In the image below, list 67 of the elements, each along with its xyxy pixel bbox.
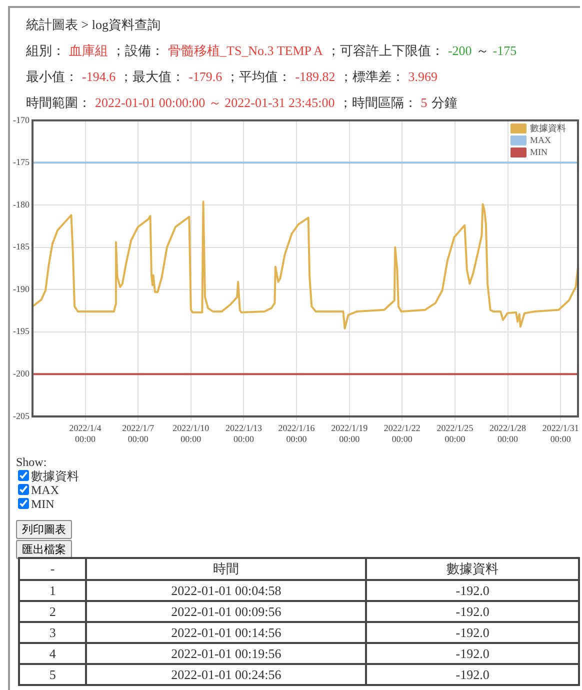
text: -175 <box>492 43 517 58</box>
text: 3.969 <box>408 69 438 84</box>
text: 分鐘 <box>431 95 458 110</box>
y-tick-label: -175 <box>12 157 30 168</box>
text: 5 <box>420 95 428 110</box>
text: 2022-01-01 00:04:58 <box>86 580 366 601</box>
text: ；最大值： <box>120 69 185 84</box>
text: 組別： <box>26 43 65 58</box>
text: 血庫組 <box>69 43 108 58</box>
text: ；設備： <box>112 43 164 58</box>
y-tick-label: -185 <box>12 242 30 252</box>
legend-label: MAX <box>530 134 552 145</box>
text: 2022-01-01 00:24:56 <box>86 664 366 685</box>
text: MAX <box>31 483 60 497</box>
text: - <box>19 558 86 580</box>
text: 骨髓移植_TS_No.3 TEMP A <box>168 43 323 58</box>
x-tick-label: 2022/1/4 00:00 <box>69 423 102 444</box>
text: 最小值： <box>26 69 78 84</box>
y-tick-label: -180 <box>12 199 30 210</box>
x-tick-label: 2022/1/13 00:00 <box>225 423 262 444</box>
y-tick-label: -200 <box>12 368 30 378</box>
text: ；可容許上下限值： <box>326 43 444 58</box>
text: 時間 <box>86 558 366 580</box>
text: 數據資料 <box>446 561 499 576</box>
x-tick-label: 2022/1/22 00:00 <box>384 423 420 444</box>
legend-label: 數據資料 <box>530 122 566 133</box>
text: 2022-01-01 00:19:56 <box>86 643 366 664</box>
x-tick-label: 2022/1/7 00:00 <box>122 423 155 444</box>
x-tick-label: 2022/1/25 00:00 <box>436 423 474 444</box>
text: ～ <box>476 43 489 58</box>
text: 1 <box>19 580 86 601</box>
text: 列印圖表 <box>16 520 72 539</box>
text: -192.0 <box>366 643 579 664</box>
text: 2022-01-01 00:14:56 <box>86 622 366 643</box>
text: 匯出檔案 <box>16 540 72 559</box>
text: -192.0 <box>366 664 579 685</box>
x-tick-label: 2022/1/10 00:00 <box>172 423 210 444</box>
text: 2 <box>19 601 86 622</box>
text: 時間範圍： <box>26 95 91 110</box>
x-tick-label: 2022/1/31 00:00 <box>542 423 579 444</box>
text: -189.82 <box>295 69 336 84</box>
text: -194.6 <box>82 69 116 84</box>
text: -200 <box>448 43 472 58</box>
text: 數據資料 <box>31 469 79 483</box>
text: 4 <box>19 643 86 664</box>
text: -192.0 <box>366 601 579 622</box>
x-tick-label: 2022/1/19 00:00 <box>331 423 368 444</box>
text: -192.0 <box>366 622 579 643</box>
text: 2022-01-01 00:00:00 ～ 2022-01-31 23:45:00 <box>95 95 335 110</box>
y-tick-label: -190 <box>12 284 30 294</box>
text: ；時間區隔： <box>338 95 417 110</box>
text: 5 <box>19 664 86 685</box>
text: 3 <box>19 622 86 643</box>
text: MIN <box>31 497 54 511</box>
text: -179.6 <box>188 69 222 84</box>
x-tick-label: 2022/1/16 00:00 <box>278 423 316 444</box>
chart-title: 統計圖表 > log資料查詢 <box>26 16 160 34</box>
y-tick-label: -205 <box>12 410 30 421</box>
y-tick-label: -170 <box>12 114 30 125</box>
y-tick-label: -195 <box>12 326 30 336</box>
text: -192.0 <box>366 580 579 601</box>
legend-label: MIN <box>530 146 548 157</box>
text: ；標準差： <box>339 69 404 84</box>
text: ；平均值： <box>226 69 292 84</box>
x-tick-label: 2022/1/28 00:00 <box>490 423 527 444</box>
text: Show: <box>16 455 48 469</box>
text: 2022-01-01 00:09:56 <box>86 601 366 622</box>
